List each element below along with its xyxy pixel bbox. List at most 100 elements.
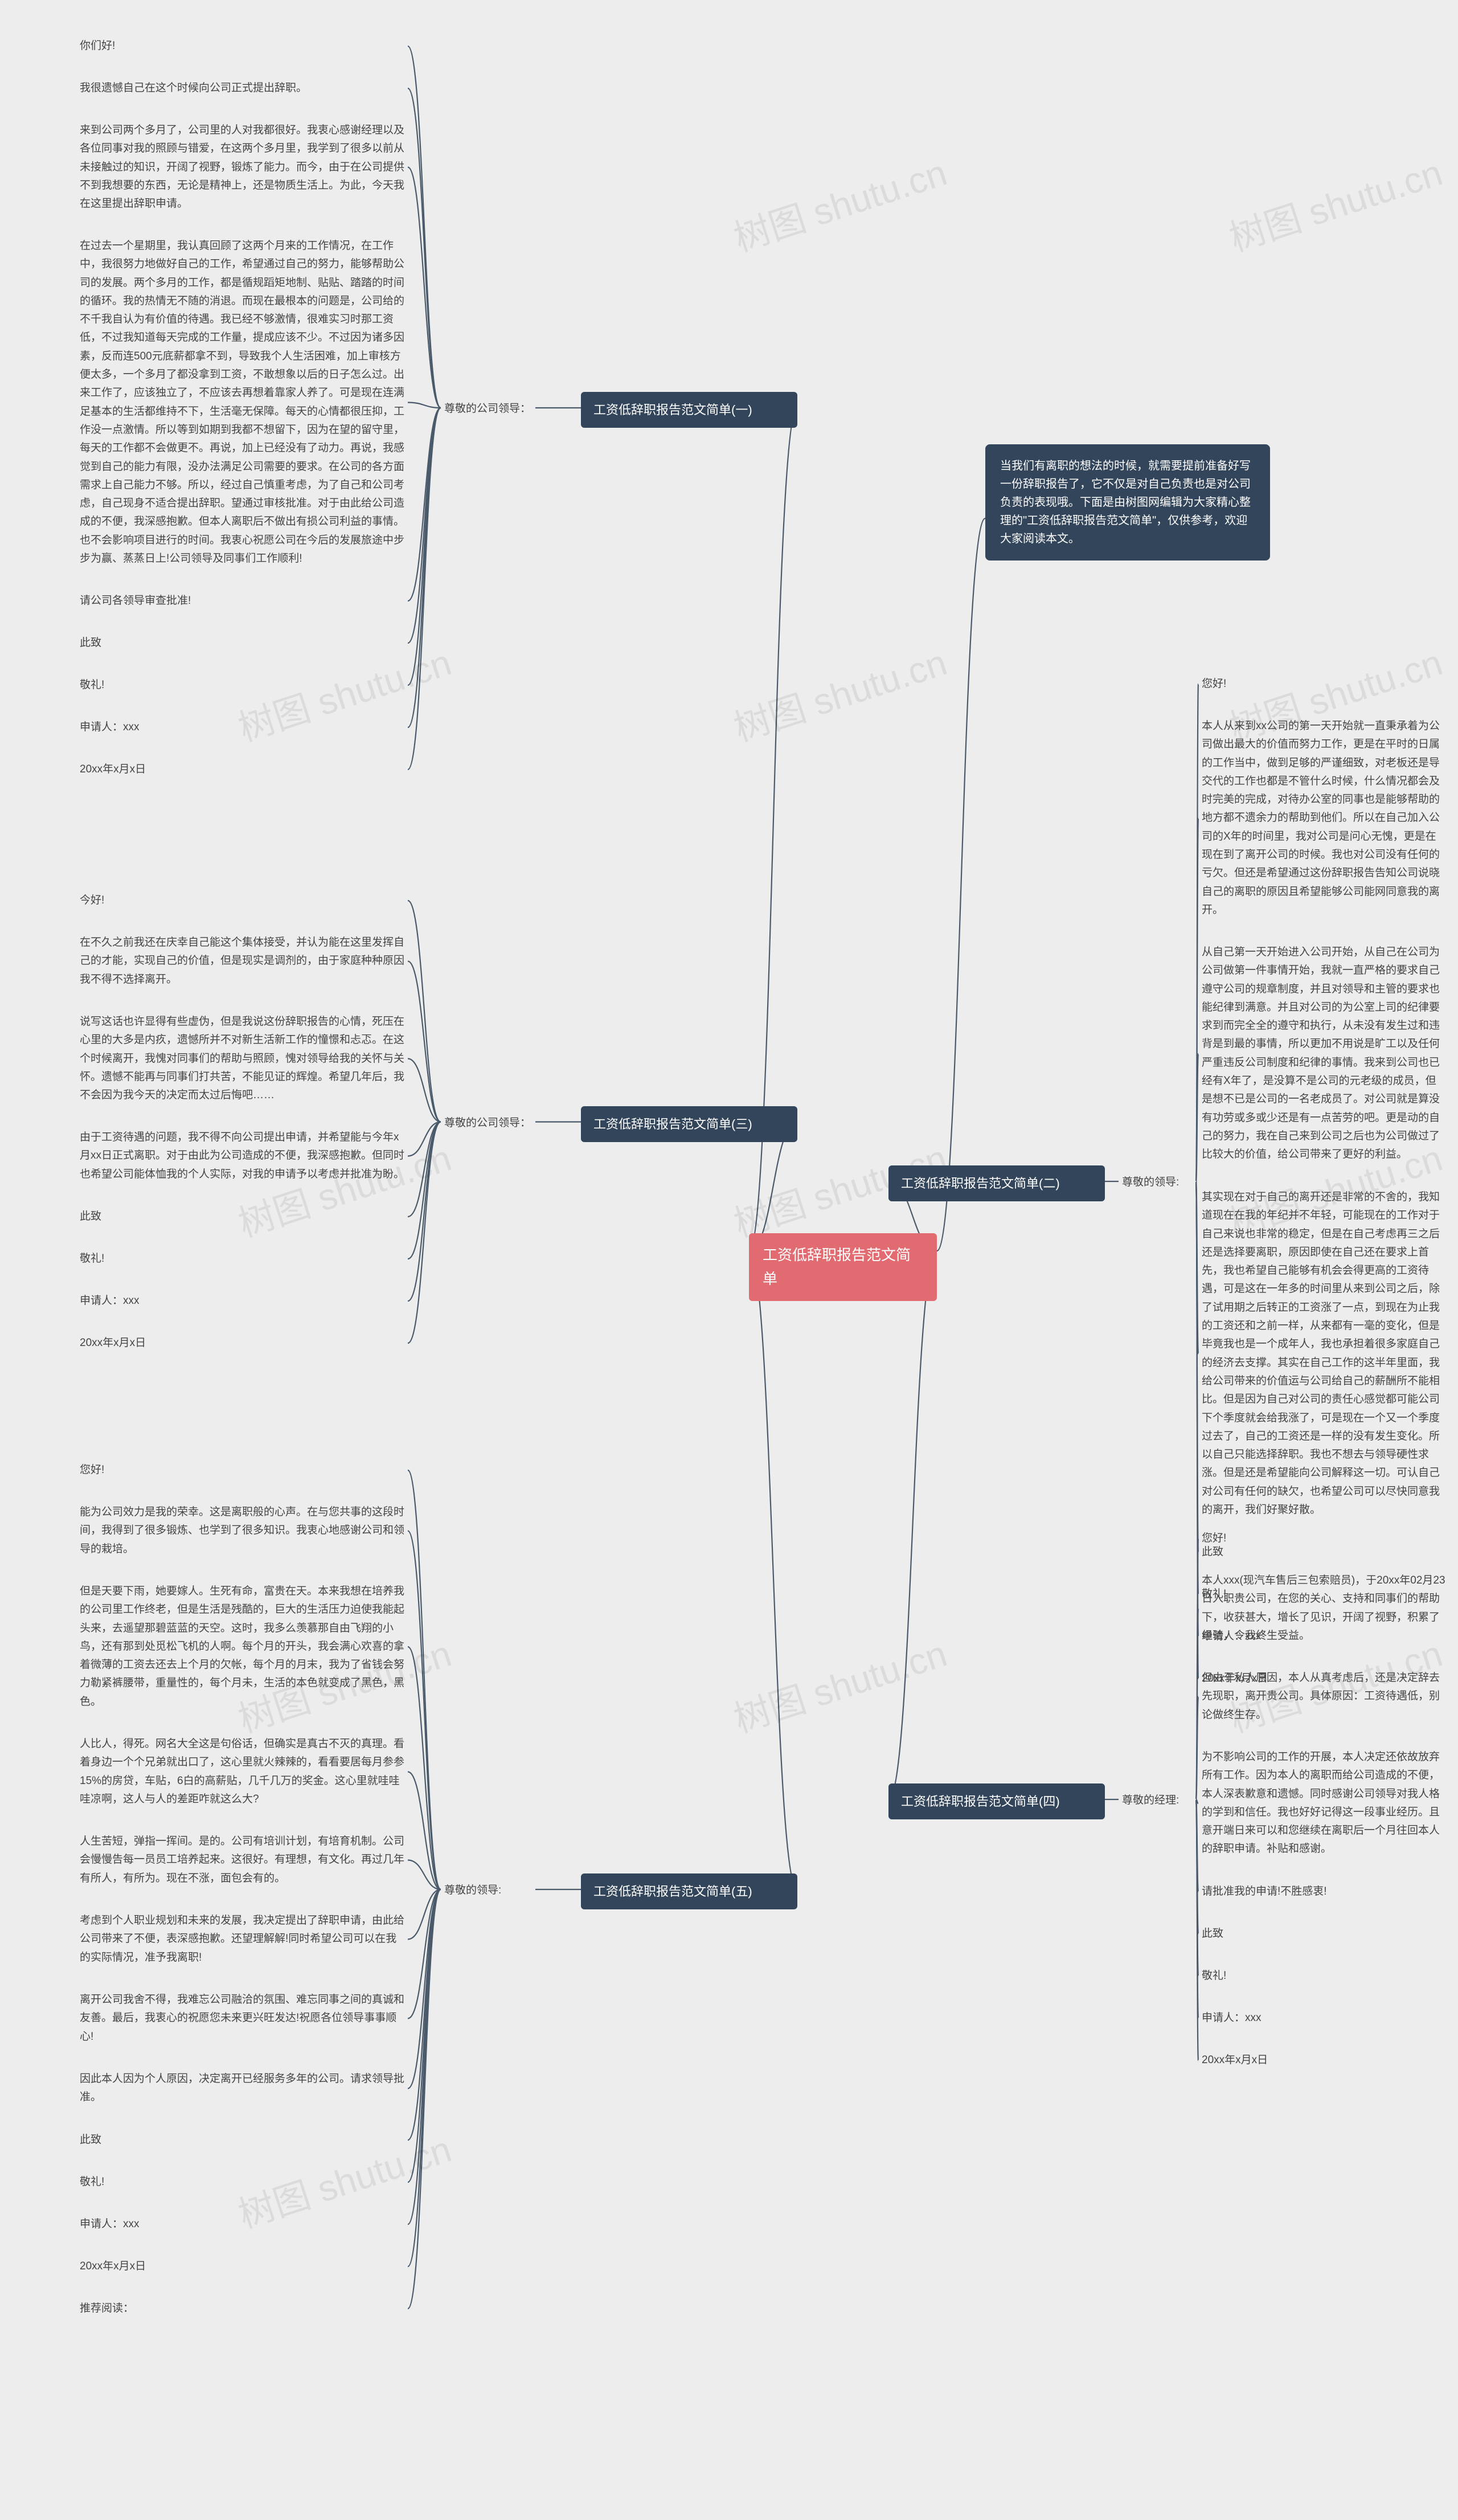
edge [408,1889,441,2140]
edge [1196,1697,1198,1800]
leaf-text: 我很遗憾自己在这个时候向公司正式提出辞职。 [80,79,404,97]
branch-3-lead: 尊敬的公司领导： [444,1114,531,1132]
edge [408,962,441,1122]
edge [1196,1799,1198,1976]
edge [408,408,441,727]
edge [1196,1181,1198,1354]
watermark: 树图 shutu.cn [726,1625,952,1742]
leaf-text: 来到公司两个多月了，公司里的人对我都很好。我衷心感谢经理以及各位同事对我的照顾与… [80,121,404,213]
leaf-text: 因此本人因为个人原因，决定离开已经服务多年的公司。请求领导批准。 [80,2070,404,2107]
edge [1196,1539,1198,1799]
watermark: 树图 shutu.cn [726,633,952,751]
edge [408,1122,441,1217]
edge [408,403,441,408]
branch-3-label: 工资低辞职报告范文简单(三) [593,1117,752,1131]
branch-1: 工资低辞职报告范文简单(一) [581,392,797,428]
edge [1196,1609,1198,1800]
watermark: 树图 shutu.cn [1222,144,1448,261]
branch-5-label: 工资低辞职报告范文简单(五) [593,1884,752,1899]
leaf-text: 申请人：xxx [80,2215,404,2233]
leaf-text: 敬礼! [80,2173,404,2191]
edge [408,1122,441,1344]
leaf-text: 请批准我的申请!不胜感衷! [1202,1883,1447,1901]
edge [408,1860,441,1890]
edge [1196,1799,1198,2018]
leaf-text: 但由于私人原因，本人从真考虑后，还是决定辞去先现职，离开贵公司。具体原因：工资待… [1202,1669,1447,1724]
branch-1-label: 工资低辞职报告范文简单(一) [593,403,752,417]
edge [1196,1181,1198,1637]
edge [408,88,441,408]
leaf-text: 从自己第一天开始进入公司开始，从自己在公司为公司做第一件事情开始，我就一直严格的… [1202,943,1447,1164]
edge [1196,1181,1198,1552]
edge [408,1889,441,1940]
leaf-text: 敬礼! [1202,1967,1447,1985]
edge [408,1889,441,2089]
branch-1-lead: 尊敬的公司领导： [444,400,531,418]
leaf-text: 此致 [80,2131,404,2149]
leaf-text: 您好! [1202,675,1447,693]
edge [1196,819,1198,1182]
edge [408,1059,441,1122]
edge [1196,1181,1198,1679]
edge [1196,1181,1198,1594]
leaf-text: 您好! [80,1461,404,1479]
leaf-text: 20xx年x月x日 [80,760,404,779]
edge [888,1251,937,1799]
edge [408,1889,441,2182]
leaf-text: 请公司各领导审查批准! [80,592,404,610]
edge [408,901,441,1122]
center-node: 工资低辞职报告范文简单 [749,1233,937,1301]
watermark: 树图 shutu.cn [726,144,952,261]
edge [408,1889,441,2224]
edge [408,1889,441,2267]
edge [408,167,441,408]
leaf-text: 申请人：xxx [80,1292,404,1310]
leaf-text: 人比人，得死。网名大全这是句俗话，但确实是真古不灭的真理。看着身边一个个兄弟就出… [80,1735,404,1809]
leaf-text: 您好! [1202,1529,1447,1548]
branch-5-lead: 尊敬的领导: [444,1881,501,1900]
leaf-text: 能为公司效力是我的荣幸。这是离职般的心声。在与您共事的这段时间，我得到了很多锻炼… [80,1503,404,1558]
edge [1196,1799,1198,1803]
edge [408,408,441,685]
leaf-text: 此致 [80,634,404,652]
center-label: 工资低辞职报告范文简单 [763,1246,911,1287]
edge [1196,1799,1198,2060]
branch-4: 工资低辞职报告范文简单(四) [888,1783,1105,1819]
edge [1196,1799,1198,1934]
leaf-text: 20xx年x月x日 [80,2257,404,2276]
branch-5: 工资低辞职报告范文简单(五) [581,1873,797,1909]
leaf-text: 人生苦短，弹指一挥间。是的。公司有培训计划，有培育机制。公司会慢慢告每一员员工培… [80,1832,404,1888]
leaf-text: 为不影响公司的工作的开展，本人决定还依故放弃所有工作。因为本人的离职而给公司造成… [1202,1748,1447,1859]
branch-4-lead: 尊敬的经理: [1122,1791,1179,1810]
edge [408,408,441,601]
leaf-text: 其实现在对于自己的离开还是非常的不舍的，我知道现在在我的年纪并不年轻，可能现在的… [1202,1188,1447,1519]
leaf-text: 考虑到个人职业规划和未来的发展，我决定提出了辞职申请，由此给公司带来了不便，表深… [80,1912,404,1967]
branch-2-lead: 尊敬的领导: [1122,1173,1179,1192]
leaf-text: 此致 [1202,1925,1447,1943]
edge [408,1122,441,1259]
edge [408,1772,441,1890]
edge [408,1647,441,1889]
edge [1196,684,1198,1181]
edge [408,1122,441,1156]
leaf-text: 敬礼! [80,1250,404,1268]
leaf-text: 20xx年x月x日 [80,1334,404,1352]
edge [408,1889,441,2309]
leaf-text: 在不久之前我还在庆幸自己能这个集体接受，并认为能在这里发挥自己的才能，实现自己的… [80,934,404,989]
branch-2: 工资低辞职报告范文简单(二) [888,1165,1105,1201]
leaf-text: 由于工资待遇的问题，我不得不向公司提出申请，并希望能与今年x月xx日正式离职。对… [80,1128,404,1184]
edge [408,408,441,770]
edge [408,46,441,408]
leaf-text: 但是天要下雨，她要嫁人。生死有命，富贵在天。本来我想在培养我的公司里工作终老，但… [80,1582,404,1711]
leaf-text: 本人xxx(现汽车售后三包索赔员)，于20xx年02月23日入职贵公司，在您的关… [1202,1572,1447,1645]
leaf-text: 申请人：xxx [1202,2009,1447,2027]
leaf-text: 离开公司我舍不得，我难忘公司融洽的氛围、难忘同事之间的真诚和友善。最后，我衷心的… [80,1991,404,2046]
edge [408,1889,441,2019]
leaf-text: 本人从来到xx公司的第一天开始就一直秉承着为公司做出最大的价值而努力工作，更是在… [1202,717,1447,919]
edge [1196,1054,1198,1181]
leaf-text: 在过去一个星期里，我认真回顾了这两个月来的工作情况，在工作中，我很努力地做好自己… [80,237,404,568]
leaf-text: 此致 [80,1208,404,1226]
edge [408,1122,441,1302]
leaf-text: 推荐阅读： [80,2300,404,2318]
mindmap-canvas: { "colors": { "background": "#ededed", "… [0,0,1458,2520]
